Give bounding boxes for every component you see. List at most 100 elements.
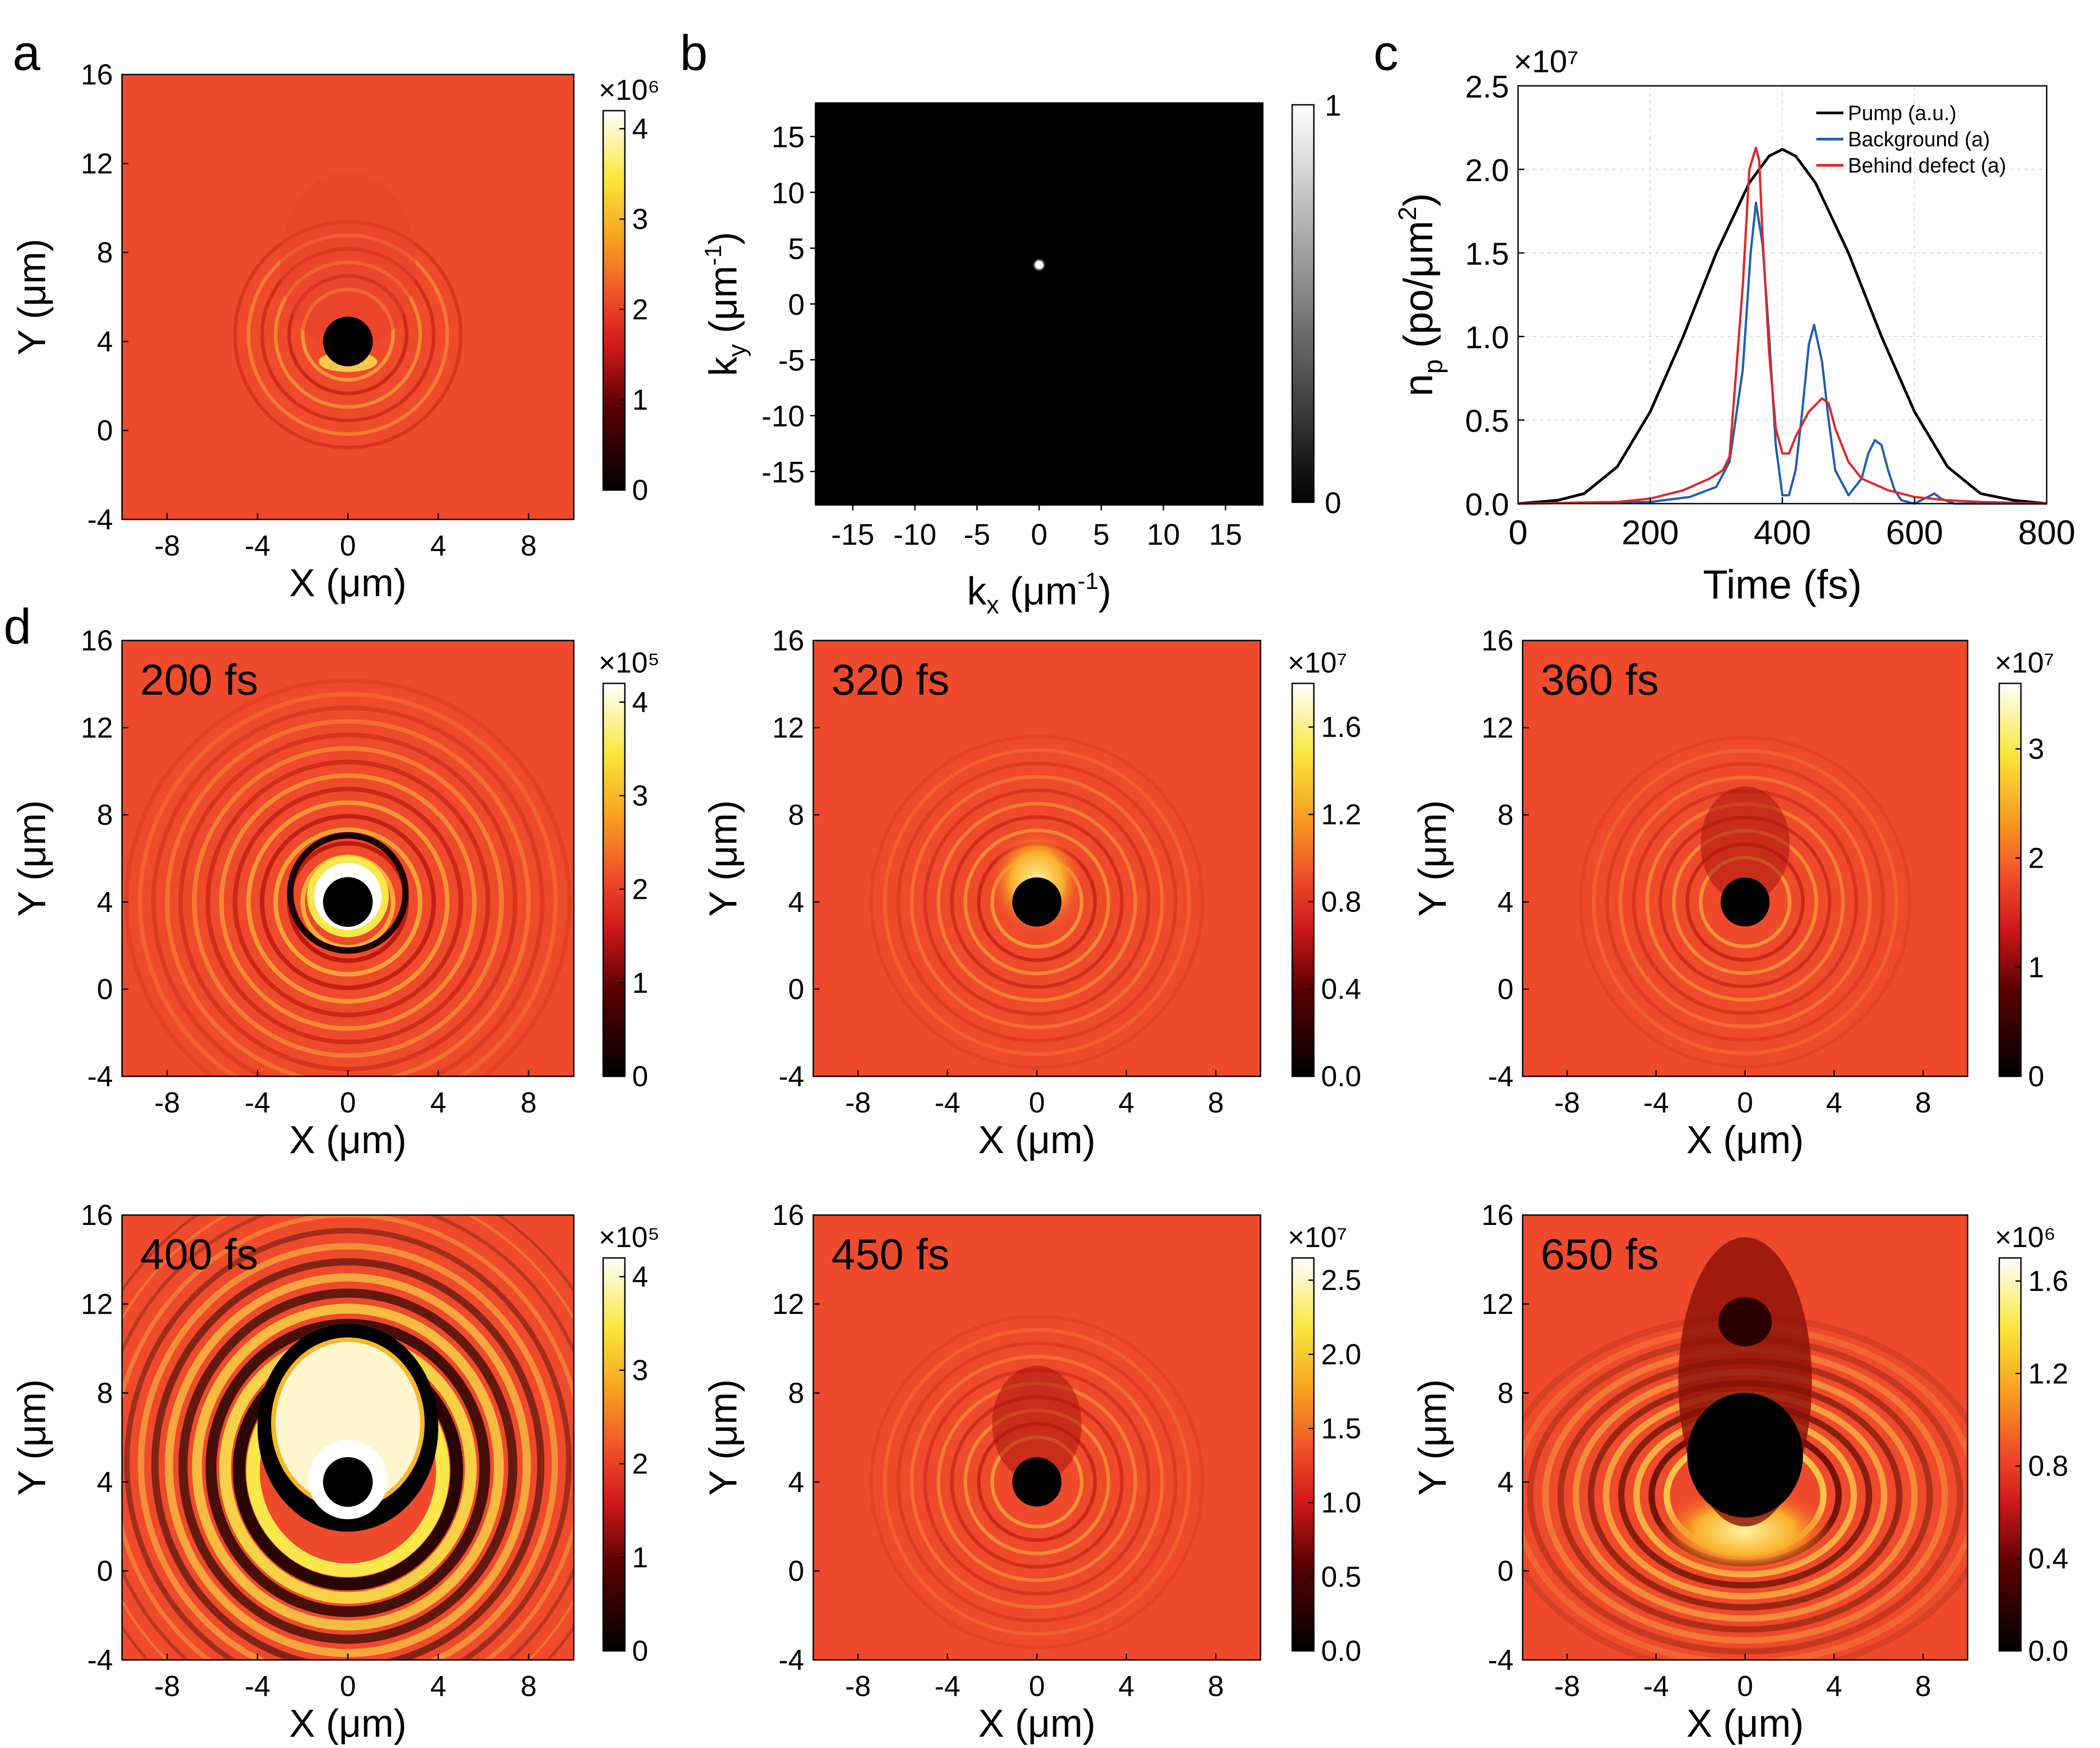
wave-ring [165,719,531,1076]
x-axis-label: X (μm) [1687,1702,1804,1745]
y-tick-label: 0 [97,414,113,447]
colorbar-multiplier: ×10⁵ [599,1221,660,1253]
colorbar: 0 1 2 3 4 ×10⁵ [599,646,660,1093]
defect [323,877,373,927]
heatmap-pattern [124,678,572,1076]
colorbar-multiplier: ×10⁷ [1288,1221,1347,1253]
x-tick-label: 0 [1737,1086,1753,1119]
x-axis-label: X (μm) [289,561,407,605]
heatmap-pattern [869,1314,1205,1650]
y-tick-label: 8 [1497,799,1514,831]
colorbar-tick-label: 0.5 [1321,1561,1361,1593]
colorbar-tick-label: 2.5 [1321,1264,1361,1296]
wave-ring [138,1243,558,1660]
colorbar-tick-label: 1.2 [2028,1357,2068,1390]
y-tick-label: 8 [1497,1377,1514,1409]
colorbar-tick-label: 0.0 [2028,1635,2068,1667]
x-tick-label: 0 [1737,1670,1753,1702]
wave-ring [260,814,436,990]
x-tick-label: 15 [1209,518,1242,551]
x-tick-label: -4 [245,1670,271,1702]
y-tick-label: 8 [97,236,113,269]
x-tick-label: -8 [845,1670,871,1702]
y-axis-label-part: p [1419,359,1448,374]
wave-ring [165,1273,531,1657]
panel-time-label: 320 fs [831,656,950,704]
x-axis-label-sub: x [986,590,999,619]
y-axis-label: ky (μm-1) [700,232,751,376]
y-tick-label: 12 [81,147,113,180]
wave-ring [923,788,1151,1016]
heatmap-pattern [233,172,463,449]
y-axis-label-part: ) [1396,193,1441,206]
x-tick-label: 0 [340,1086,356,1119]
colorbar-tick-label: 3 [632,780,648,812]
y-tick-label: -5 [778,344,805,377]
colorbar-gradient [602,682,626,1077]
dark-plume [1718,1297,1772,1346]
wave-ring [192,746,504,1058]
panel-letter-a: a [13,25,41,81]
colorbar: 0.0 0.4 0.8 1.2 1.6 ×10⁶ [1995,1221,2068,1667]
x-tick-label: 0 [340,1670,356,1702]
panel-letter-d: d [4,599,31,654]
wave-ring [896,762,1177,1042]
colorbar-gradient [1291,104,1315,503]
legend: Pump (a.u.)Background (a) Behind defect (… [1816,101,2006,177]
y-axis-label-unit: (μm [702,266,745,344]
wave-ring [151,1258,544,1660]
defect [1012,1457,1062,1507]
wave-ring [1605,762,1885,1042]
y-tick-label: 4 [97,325,113,358]
wave-ring [178,733,517,1071]
y-tick-label: 0 [788,288,805,321]
x-tick-label: -4 [935,1086,961,1119]
y-tick-label: -4 [1488,1644,1514,1676]
y-tick-label: 8 [788,1377,804,1409]
colorbar-tick-label: 1 [632,967,648,999]
colorbar-tick-label: 1 [632,1541,648,1574]
colorbar-multiplier: ×10⁷ [1995,646,2054,679]
wave-ring [950,815,1124,989]
x-tick-label: 4 [1826,1086,1842,1119]
y-tick-label: 4 [1497,886,1514,918]
wave-ring [909,775,1164,1029]
x-axis-label-k: k [967,570,987,613]
y-tick-label: 0 [788,1555,804,1587]
colorbar-tick-label: 3 [632,203,648,235]
x-tick-label: 8 [520,1086,537,1119]
panel-time-label: 360 fs [1541,656,1659,704]
y-tick-label: 0.5 [1465,403,1509,439]
y-tick-label: 0 [97,1555,113,1587]
x-tick-label: 4 [430,1086,446,1119]
x-axis-label: X (μm) [978,1702,1096,1745]
y-tick-label: -15 [762,455,805,489]
x-tick-label: 0 [340,529,356,562]
y-axis-label: Y (μm) [1411,1379,1454,1496]
x-axis-label: Time (fs) [1703,562,1862,608]
colorbar-tick-label: 0.8 [1321,885,1361,918]
wave-ring [869,734,1205,1070]
panel-time-label: 400 fs [140,1230,258,1279]
wave-ring [206,760,490,1044]
colorbar-tick-label: 1.6 [2028,1265,2068,1297]
wave-ring [233,787,463,1017]
legend-label: Behind defect (a) [1848,154,2006,177]
legend-label: Background (a) [1848,127,1990,151]
y-tick-label: 1.0 [1465,320,1509,355]
x-tick-label: -4 [1643,1086,1669,1119]
colorbar-multiplier: ×10⁵ [599,646,660,679]
wave-ring [192,1304,504,1631]
y-tick-label: -10 [762,399,805,433]
legend-label: Pump (a.u.) [1848,101,1956,125]
panel-letter-b: b [680,25,708,81]
panel-time-label: 200 fs [140,656,258,704]
dark-ring [287,832,409,954]
y-tick-label: 10 [772,176,805,210]
colorbar-multiplier: ×10⁷ [1288,646,1347,679]
series-line-0 [1518,148,2047,505]
x-tick-label: -8 [845,1086,871,1119]
